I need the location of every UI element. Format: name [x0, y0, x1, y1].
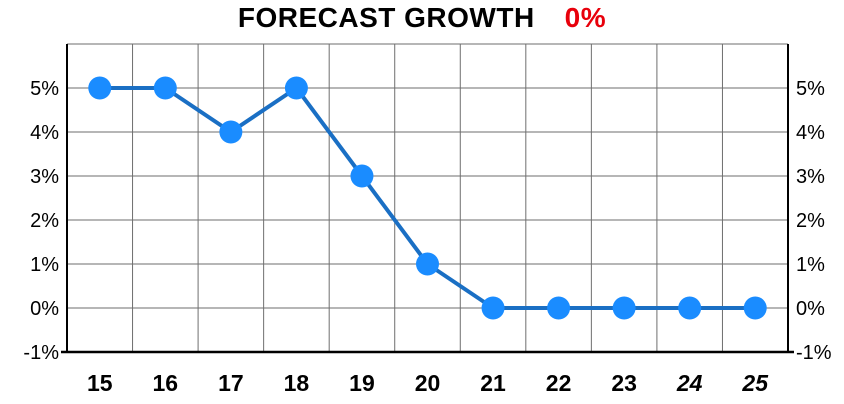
y-tick-label-right: 3%	[796, 166, 825, 188]
x-tick-label: 25	[741, 370, 769, 396]
chart-title-value: 0%	[564, 2, 607, 33]
chart-title-main: FORECAST GROWTH	[237, 2, 535, 33]
data-point	[416, 252, 439, 276]
y-tick-label-right: 1%	[796, 254, 825, 276]
x-tick-label: 18	[284, 370, 310, 396]
x-tick-label: 22	[546, 370, 572, 396]
data-point	[678, 296, 702, 320]
x-tick-label: 17	[218, 370, 244, 396]
y-tick-label-left: 5%	[30, 78, 59, 100]
y-tick-label-left: 3%	[30, 166, 59, 188]
y-tick-label-right: 5%	[796, 78, 825, 100]
y-tick-label-right: 2%	[796, 210, 825, 232]
chart-title: FORECAST GROWTH 0%	[0, 2, 844, 34]
data-point	[481, 296, 505, 320]
data-point	[219, 120, 243, 144]
data-point	[743, 296, 767, 320]
data-point	[88, 76, 112, 100]
y-tick-label-right: -1%	[796, 342, 832, 364]
data-point	[547, 296, 571, 320]
x-tick-label: 20	[415, 370, 441, 396]
x-tick-label: 15	[87, 370, 113, 396]
x-tick-label: 24	[676, 370, 703, 396]
x-tick-label: 16	[153, 370, 179, 396]
y-tick-label-left: 0%	[30, 298, 59, 320]
y-tick-label-left: 1%	[30, 254, 59, 276]
data-point	[612, 296, 636, 320]
y-tick-label-left: 2%	[30, 210, 59, 232]
y-tick-label-left: -1%	[23, 342, 59, 364]
data-point	[284, 76, 308, 100]
data-point	[153, 76, 177, 100]
data-point	[350, 164, 374, 188]
y-tick-label-left: 4%	[30, 122, 59, 144]
x-tick-label: 19	[349, 370, 375, 396]
y-tick-label-right: 0%	[796, 298, 825, 320]
y-tick-label-right: 4%	[796, 122, 825, 144]
x-tick-label: 21	[480, 370, 506, 396]
x-tick-label: 23	[611, 370, 637, 396]
